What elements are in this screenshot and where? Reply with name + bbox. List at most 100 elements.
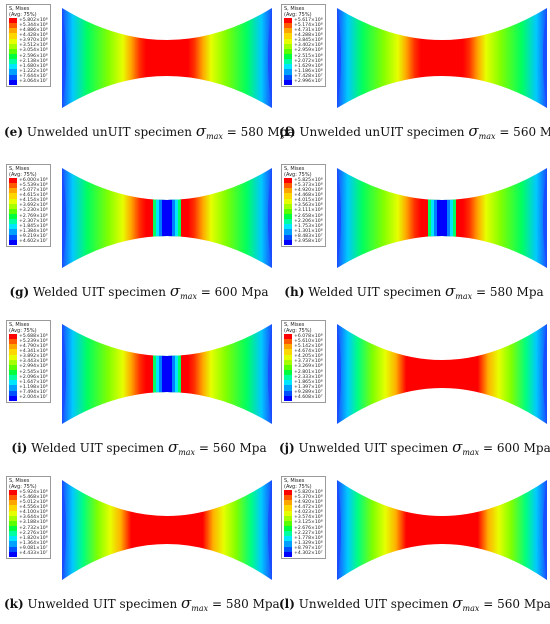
legend-row: +1.753×10⁸	[284, 223, 323, 230]
specimen-body	[62, 480, 272, 580]
legend-value: +3.188×10⁸	[19, 520, 48, 526]
legend-value: +5.370×10⁸	[294, 494, 323, 500]
legend-row: +1.845×10⁸	[9, 224, 48, 230]
legend-swatch	[9, 53, 17, 60]
legend-value: +4.920×10⁸	[294, 187, 323, 193]
sigma-symbol: σ	[167, 438, 179, 456]
legend-swatch	[9, 64, 17, 70]
legend-swatch	[9, 23, 17, 29]
legend-row: +3.111×10⁸	[284, 208, 323, 214]
legend-swatch	[9, 74, 17, 80]
panel-g: S, Mises (Avg: 75%) +6.000×10⁸ +5.539×10⁸ +5…	[4, 162, 274, 312]
legend-row: +9.081×10⁷	[9, 546, 48, 552]
legend-value: +9.081×10⁷	[19, 546, 48, 552]
legend-row: +4.433×10⁷	[9, 551, 48, 557]
legend-value: +4.608×10⁷	[294, 395, 323, 401]
legend-value: +4.556×10⁸	[19, 505, 48, 510]
legend-value: +4.288×10⁸	[294, 33, 323, 38]
caption-stress: = 580 Mpa	[212, 597, 280, 611]
legend-value: +2.206×10⁸	[294, 218, 323, 224]
legend-swatch	[9, 380, 17, 386]
legend-swatch	[284, 505, 292, 511]
caption-stress: = 560 Mpa	[483, 597, 550, 611]
legend-value: +2.769×10⁸	[19, 213, 48, 219]
legend-swatch	[284, 385, 292, 391]
legend-value: +1.384×10⁸	[19, 228, 48, 234]
legend-row: +3.443×10⁸	[9, 359, 48, 365]
legend-value: +2.994×10⁸	[19, 364, 48, 370]
legend-row: +1.198×10⁸	[9, 385, 48, 391]
legend-value: +5.825×10⁸	[294, 177, 323, 183]
legend-value: +1.753×10⁸	[294, 223, 323, 229]
legend-row: +2.596×10⁸	[9, 53, 48, 60]
legend-swatch	[284, 219, 292, 225]
panel-h: S, Mises (Avg: 75%) +5.825×10⁸ +5.373×10⁸ +4…	[279, 162, 549, 312]
caption-stress: = 560 Mpa	[499, 125, 550, 139]
legend-value: +1.329×10⁸	[294, 540, 323, 546]
legend-swatch	[284, 551, 292, 557]
legend-value: +1.778×10⁸	[294, 535, 323, 541]
legend-row: +5.174×10⁸	[284, 23, 323, 29]
stress-legend: S, Mises (Avg: 75%) +5.617×10⁸ +5.174×10⁸ +4…	[281, 4, 326, 87]
legend-swatch	[9, 188, 17, 194]
legend-subtitle: (Avg: 75%)	[9, 12, 37, 18]
legend-swatch	[284, 380, 292, 386]
legend-row: +1.778×10⁸	[284, 535, 323, 542]
legend-row: +2.515×10⁸	[284, 54, 323, 60]
legend-value: +4.731×10⁸	[294, 27, 323, 33]
legend-value: +3.443×10⁸	[19, 359, 48, 365]
legend-value: +4.468×10⁸	[294, 193, 323, 198]
legend-value: +7.428×10⁷	[294, 74, 323, 80]
legend-row: +4.920×10⁸	[284, 500, 323, 506]
legend-swatch	[9, 43, 17, 49]
legend-row: +5.820×10⁸	[284, 490, 323, 496]
legend-swatch	[9, 510, 17, 516]
legend-row: +8.483×10⁷	[284, 234, 323, 240]
legend-value: +3.892×10⁸	[19, 354, 48, 360]
legend-row: +1.647×10⁸	[9, 380, 48, 386]
legend-row: +3.574×10⁸	[284, 515, 323, 521]
legend-swatch	[9, 525, 17, 532]
legend-row: +8.797×10⁷	[284, 546, 323, 552]
legend-row: +4.100×10⁸	[9, 510, 48, 516]
legend-value: +3.111×10⁸	[294, 208, 323, 214]
legend-row: +2.732×10⁸	[9, 525, 48, 532]
legend-swatch	[9, 183, 17, 189]
legend-row: +2.138×10⁸	[9, 59, 48, 65]
legend-row: +1.397×10⁸	[284, 385, 323, 391]
legend-value: +4.615×10⁸	[19, 193, 48, 198]
legend-row: +9.219×10⁷	[9, 234, 48, 240]
legend-row: +3.402×10⁸	[284, 43, 323, 49]
legend-row: +3.644×10⁸	[9, 515, 48, 521]
legend-row: +5.239×10⁸	[9, 339, 48, 345]
legend-row: +5.617×10⁸	[284, 18, 323, 24]
legend-value: +7.644×10⁷	[19, 74, 48, 80]
legend-swatch	[9, 385, 17, 391]
legend-swatch	[284, 188, 292, 194]
legend-title: S, Mises	[9, 322, 30, 328]
legend-swatch	[9, 364, 17, 370]
legend-value: +3.269×10⁸	[294, 364, 323, 370]
legend-row: +5.344×10⁸	[9, 23, 48, 29]
legend-row: +3.737×10⁸	[284, 359, 323, 365]
specimen-contour	[62, 168, 272, 268]
legend-value: +3.970×10⁸	[19, 38, 48, 44]
legend-value: +4.015×10⁸	[294, 198, 323, 204]
legend-value: +5.610×10⁸	[294, 338, 323, 344]
specimen-body	[337, 480, 547, 580]
legend-swatch	[284, 38, 292, 44]
legend-value: +4.302×10⁷	[294, 551, 323, 557]
legend-title: S, Mises	[9, 166, 30, 172]
legend-row: +7.494×10⁷	[9, 390, 48, 396]
legend-swatch	[9, 495, 17, 501]
legend-swatch	[284, 23, 292, 29]
legend-row: +4.015×10⁸	[284, 198, 323, 204]
legend-value: +3.644×10⁸	[19, 515, 48, 521]
legend-swatch	[284, 28, 292, 34]
legend-row: +2.959×10⁸	[284, 48, 323, 54]
sigma-subscript: max	[206, 132, 223, 141]
legend-value: +4.154×10⁸	[19, 198, 48, 204]
legend-swatch	[284, 208, 292, 214]
specimen-body	[337, 8, 547, 108]
legend-swatch	[9, 541, 17, 547]
